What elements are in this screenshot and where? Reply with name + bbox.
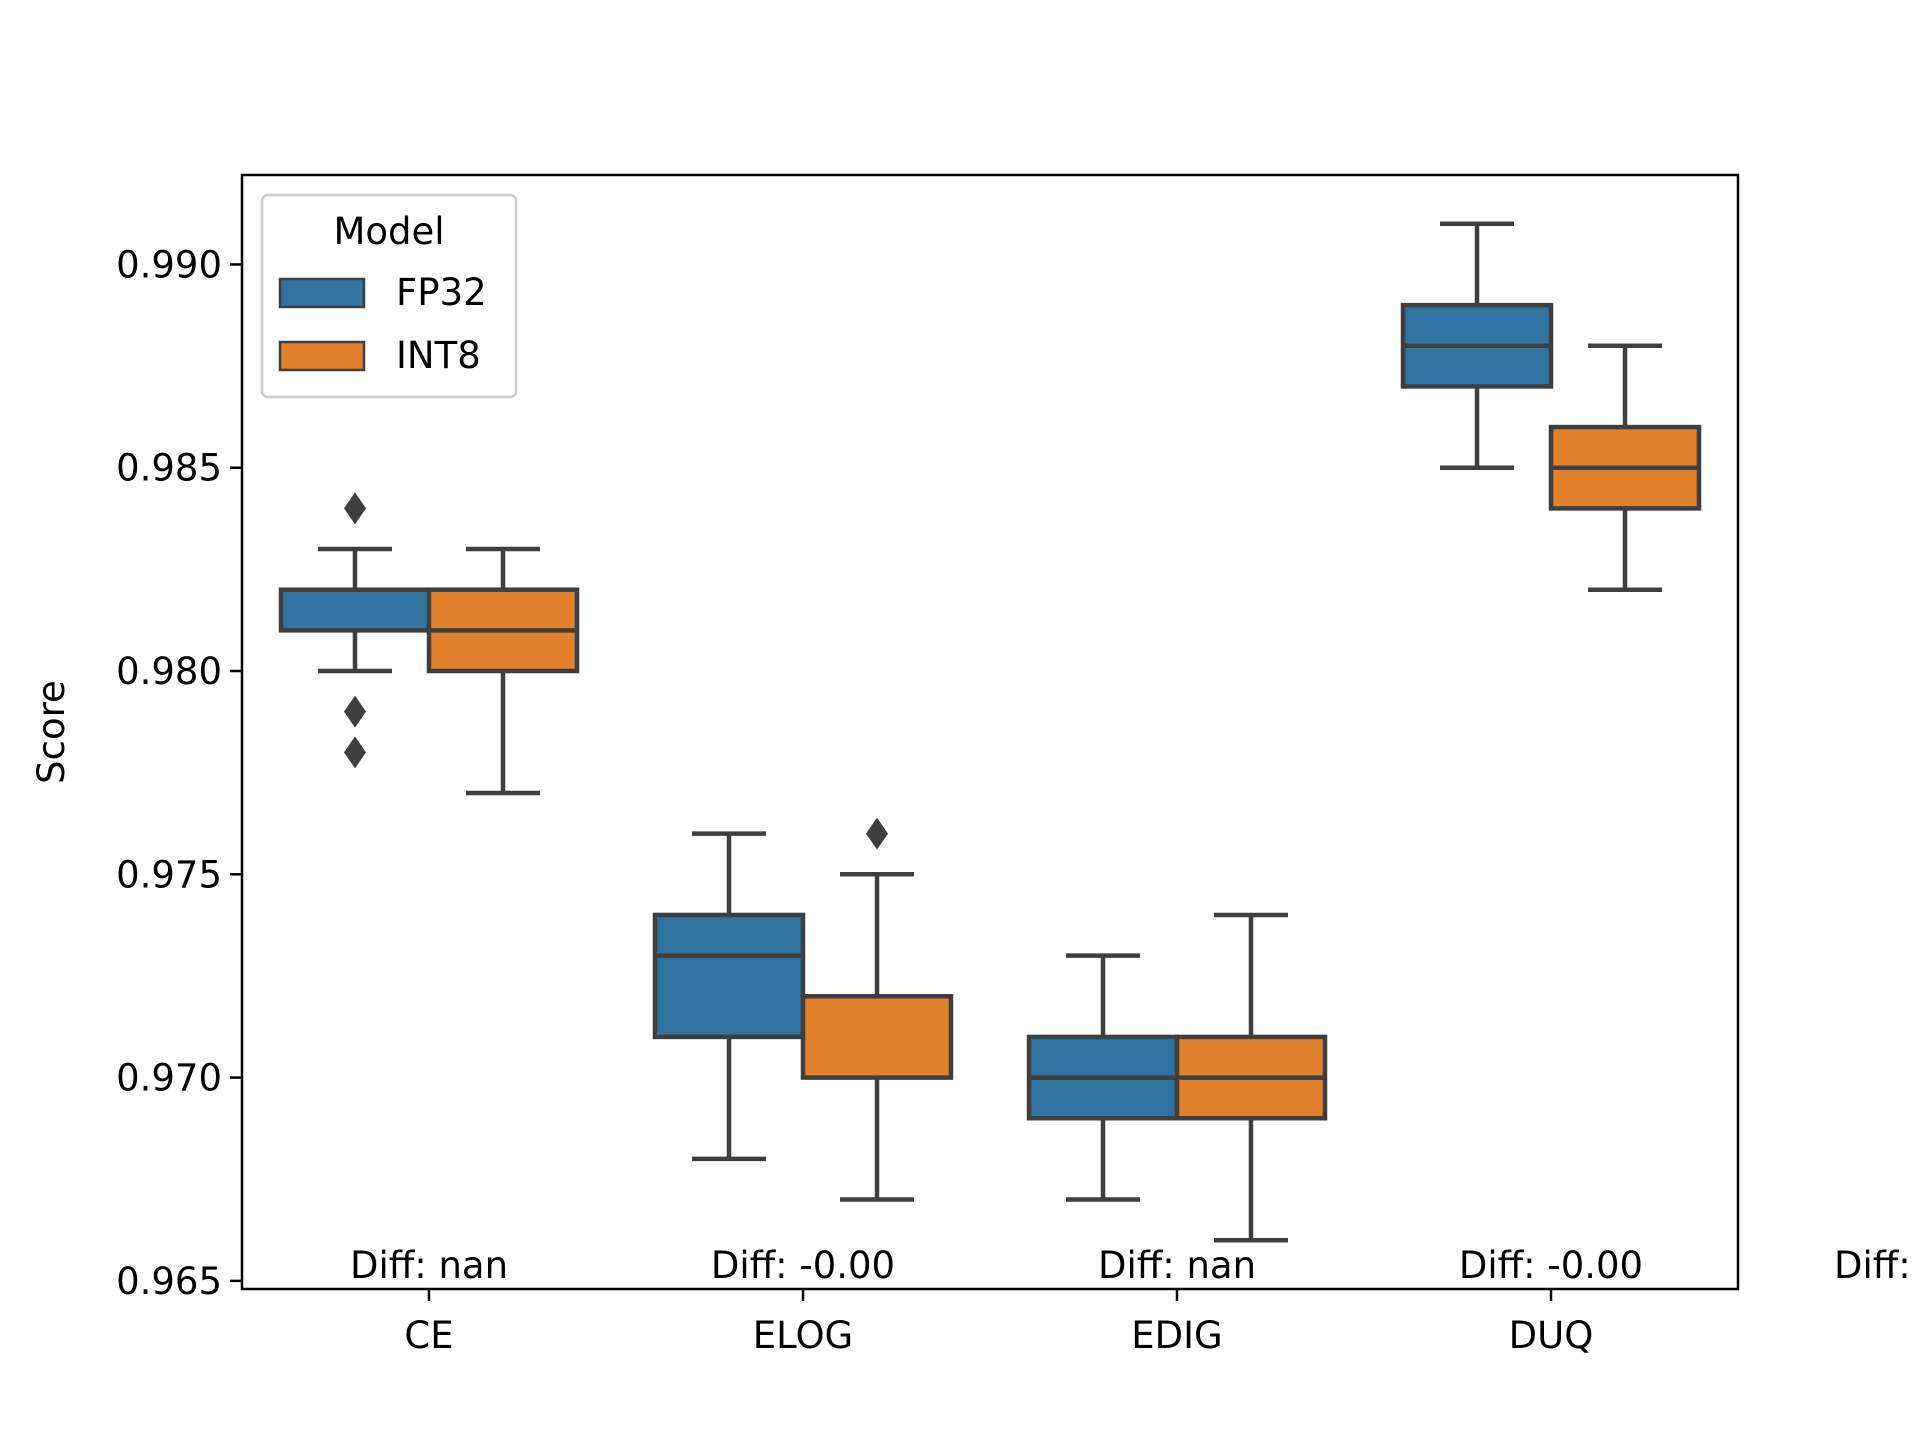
- x-tick-label: ELOG: [753, 1314, 853, 1357]
- box-fp32-edig: [1026, 953, 1180, 1202]
- box-fp32-duq: [1400, 221, 1554, 470]
- axes: 0.965 0.970 0.975 0.980 0.985 0.990 CE ELOG EDIG…: [30, 173, 1740, 1357]
- plot-frame: [240, 173, 1740, 1291]
- diff-annotation: Diff: nan: [350, 1244, 508, 1287]
- box-iqr: [278, 587, 432, 633]
- outlier-marker: [344, 736, 366, 769]
- plot-area: [278, 221, 1702, 1243]
- box-fp32-ce: [278, 492, 432, 769]
- diff-annotation: Diff: -0.00: [711, 1244, 895, 1287]
- legend-label-int8: INT8: [396, 334, 481, 377]
- x-tick-label: DUQ: [1509, 1314, 1594, 1357]
- outlier-marker: [344, 492, 366, 525]
- legend: Model FP32 INT8: [260, 193, 518, 399]
- y-tick-label: 0.985: [116, 447, 222, 490]
- y-tick-label: 0.980: [116, 650, 222, 693]
- box-int8-edig: [1174, 912, 1328, 1243]
- box-iqr: [652, 912, 806, 1040]
- annotations: Diff: nan Diff: -0.00 Diff: nan Diff: -0.00…: [350, 1244, 1911, 1287]
- diff-annotation: Diff: nan: [1098, 1244, 1256, 1287]
- outlier-marker: [344, 695, 366, 728]
- box-int8-duq: [1548, 343, 1702, 592]
- box-iqr: [800, 994, 954, 1080]
- y-tick-label: 0.965: [116, 1260, 222, 1303]
- box-int8-elog: [800, 817, 954, 1202]
- legend-title: Model: [333, 210, 444, 253]
- diff-annotation: Diff: -0.00: [1459, 1244, 1643, 1287]
- y-tick-label: 0.970: [116, 1057, 222, 1100]
- y-axis-label: Score: [30, 680, 73, 784]
- y-tick-label: 0.990: [116, 243, 222, 286]
- legend-swatch-int8: [278, 340, 366, 372]
- outlier-marker: [866, 817, 888, 850]
- x-tick-label: EDIG: [1131, 1314, 1222, 1357]
- legend-swatch-fp32: [278, 277, 366, 309]
- box-int8-ce: [426, 546, 580, 796]
- box-fp32-elog: [652, 831, 806, 1162]
- x-tick-label: CE: [404, 1314, 453, 1357]
- legend-label-fp32: FP32: [396, 271, 487, 314]
- y-tick-label: 0.975: [116, 853, 222, 896]
- diff-annotation: Diff:: [1834, 1244, 1911, 1287]
